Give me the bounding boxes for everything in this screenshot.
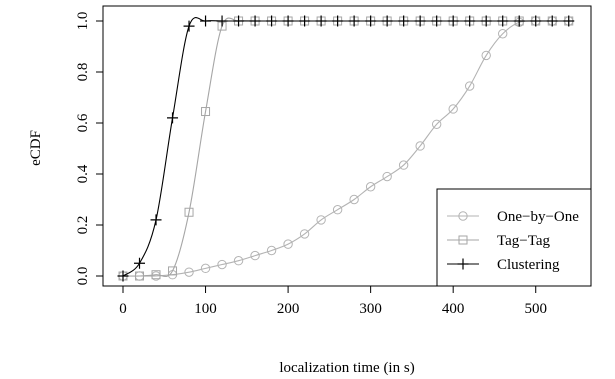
- data-point: [415, 141, 425, 151]
- data-point: [497, 15, 509, 27]
- data-point: [201, 107, 211, 117]
- data-point: [480, 15, 492, 27]
- data-point: [315, 15, 327, 27]
- x-axis-label: localization time (in s): [279, 360, 414, 376]
- data-point: [316, 215, 326, 225]
- x-tick-label: 300: [359, 301, 382, 317]
- x-tick-label: 100: [194, 301, 217, 317]
- legend-entry-label: One−by−One: [497, 209, 579, 225]
- y-tick-label: 0.4: [75, 164, 91, 183]
- y-tick-label: 0.6: [75, 113, 91, 132]
- y-tick-label: 0.2: [75, 216, 91, 235]
- data-point: [250, 250, 260, 261]
- y-axis-label: eCDF: [28, 130, 44, 166]
- data-point: [513, 15, 525, 27]
- data-point: [414, 15, 426, 27]
- data-point: [266, 15, 278, 27]
- data-point: [448, 104, 458, 114]
- data-point: [481, 50, 491, 61]
- data-point: [150, 214, 162, 226]
- data-point: [184, 267, 194, 277]
- data-point: [365, 15, 377, 27]
- legend-marker: [457, 258, 469, 270]
- data-point: [184, 207, 194, 217]
- data-point: [431, 15, 443, 27]
- legend-marker: [458, 211, 468, 221]
- data-point: [546, 15, 558, 27]
- plot-frame: [102, 5, 592, 287]
- data-point: [249, 15, 261, 27]
- x-tick-label: 400: [442, 301, 465, 317]
- series-line: [123, 20, 569, 277]
- data-point: [135, 271, 145, 281]
- data-point: [217, 259, 227, 270]
- data-point: [117, 270, 129, 282]
- data-point: [498, 29, 508, 39]
- data-point: [233, 15, 245, 27]
- data-point: [299, 229, 310, 239]
- data-point: [381, 15, 393, 27]
- y-axis: 0.0 0.2 0.4 0.6 0.8 1.0: [75, 12, 103, 286]
- legend-entry-label: Tag−Tag: [497, 233, 551, 249]
- data-point: [530, 15, 542, 27]
- data-point: [464, 81, 475, 91]
- y-tick-label: 1.0: [75, 12, 91, 31]
- x-axis: 0 100 200 300 400 500: [119, 286, 547, 317]
- data-point: [151, 270, 161, 280]
- data-point: [233, 256, 244, 266]
- data-point: [563, 15, 575, 27]
- data-point: [282, 15, 294, 27]
- data-point: [398, 160, 409, 170]
- data-point: [168, 266, 178, 276]
- data-point: [431, 119, 442, 129]
- data-point: [464, 15, 476, 27]
- y-tick-label: 0.8: [75, 63, 91, 82]
- data-point: [332, 205, 343, 215]
- data-point: [200, 263, 211, 274]
- data-point: [216, 15, 228, 27]
- data-point: [283, 239, 293, 249]
- x-tick-label: 500: [524, 301, 547, 317]
- data-point: [299, 15, 311, 27]
- data-point: [183, 20, 195, 32]
- legend-marker: [458, 235, 468, 245]
- data-point: [365, 182, 376, 192]
- x-tick-label: 0: [119, 301, 127, 317]
- data-point: [332, 15, 344, 27]
- data-point: [167, 112, 179, 124]
- data-point: [200, 15, 212, 27]
- series-plus: [117, 15, 575, 282]
- series-layer: [117, 15, 575, 282]
- legend-entry-label: Clustering: [497, 257, 560, 273]
- data-point: [134, 257, 146, 269]
- x-tick-label: 200: [277, 301, 300, 317]
- data-point: [447, 15, 459, 27]
- data-point: [349, 194, 359, 205]
- y-tick-label: 0.0: [75, 267, 91, 286]
- data-point: [382, 171, 392, 182]
- data-point: [398, 15, 410, 27]
- data-point: [348, 15, 360, 27]
- data-point: [266, 245, 277, 256]
- legend-box: [436, 188, 592, 287]
- legend: One−by−One Tag−Tag Clustering: [436, 188, 592, 287]
